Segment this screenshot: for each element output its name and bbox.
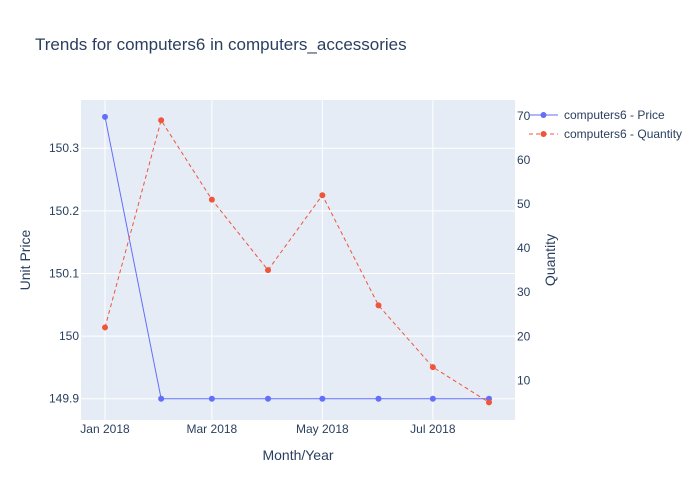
legend-swatch-marker (540, 131, 547, 137)
plot-area (81, 100, 515, 420)
y-left-tick-label: 150.2 (49, 204, 79, 218)
data-point (208, 395, 215, 402)
data-point (102, 113, 108, 120)
legend-item[interactable]: computers6 - Quantity (529, 127, 682, 141)
y-right-tick-label: 20 (517, 329, 531, 343)
x-axis-ticks: Jan 2018 Mar 2018 May 2018 Jul 2018 (80, 422, 456, 436)
data-point (429, 364, 436, 371)
x-tick-label: Mar 2018 (187, 422, 238, 436)
y-right-tick-label: 50 (517, 197, 531, 211)
data-point (319, 395, 326, 402)
series-points (102, 113, 492, 406)
y-right-tick-label: 30 (517, 285, 531, 299)
legend-label: computers6 - Price (564, 108, 665, 122)
y-right-tick-label: 10 (517, 373, 531, 387)
data-point (208, 196, 215, 203)
chart-title: Trends for computers6 in computers_acces… (35, 35, 407, 54)
data-point (158, 395, 165, 402)
legend-item[interactable]: computers6 - Price (529, 108, 665, 122)
y-right-tick-label: 70 (517, 109, 531, 123)
data-point (265, 395, 272, 402)
y-right-tick-label: 60 (517, 153, 531, 167)
legend[interactable]: computers6 - Price computers6 - Quantity (529, 108, 682, 141)
data-point (319, 192, 326, 199)
y-left-tick-label: 150.1 (49, 266, 79, 280)
x-axis-title: Month/Year (262, 447, 333, 463)
y-axis-left-ticks: 149.9 150 150.1 150.2 150.3 (49, 141, 79, 405)
y-axis-left-title: Unit Price (17, 229, 33, 290)
series-lines (104, 116, 490, 403)
data-point (375, 302, 382, 309)
data-point (486, 399, 492, 406)
x-tick-label: Jan 2018 (80, 422, 130, 436)
x-tick-label: Jul 2018 (410, 422, 456, 436)
legend-label: computers6 - Quantity (564, 127, 682, 141)
series-line (104, 116, 489, 400)
data-point (429, 395, 436, 402)
y-left-tick-label: 149.9 (49, 392, 79, 406)
x-tick-label: May 2018 (296, 422, 349, 436)
data-point (158, 117, 165, 124)
y-left-tick-label: 150 (59, 329, 79, 343)
y-axis-right-ticks: 10 20 30 40 50 60 70 (517, 109, 531, 387)
data-point (102, 324, 108, 331)
y-left-tick-label: 150.3 (49, 141, 79, 155)
y-axis-right-title: Quantity (542, 234, 558, 286)
data-point (375, 395, 382, 402)
legend-swatch-marker (540, 112, 547, 118)
data-point (265, 267, 272, 274)
y-right-tick-label: 40 (517, 241, 531, 255)
